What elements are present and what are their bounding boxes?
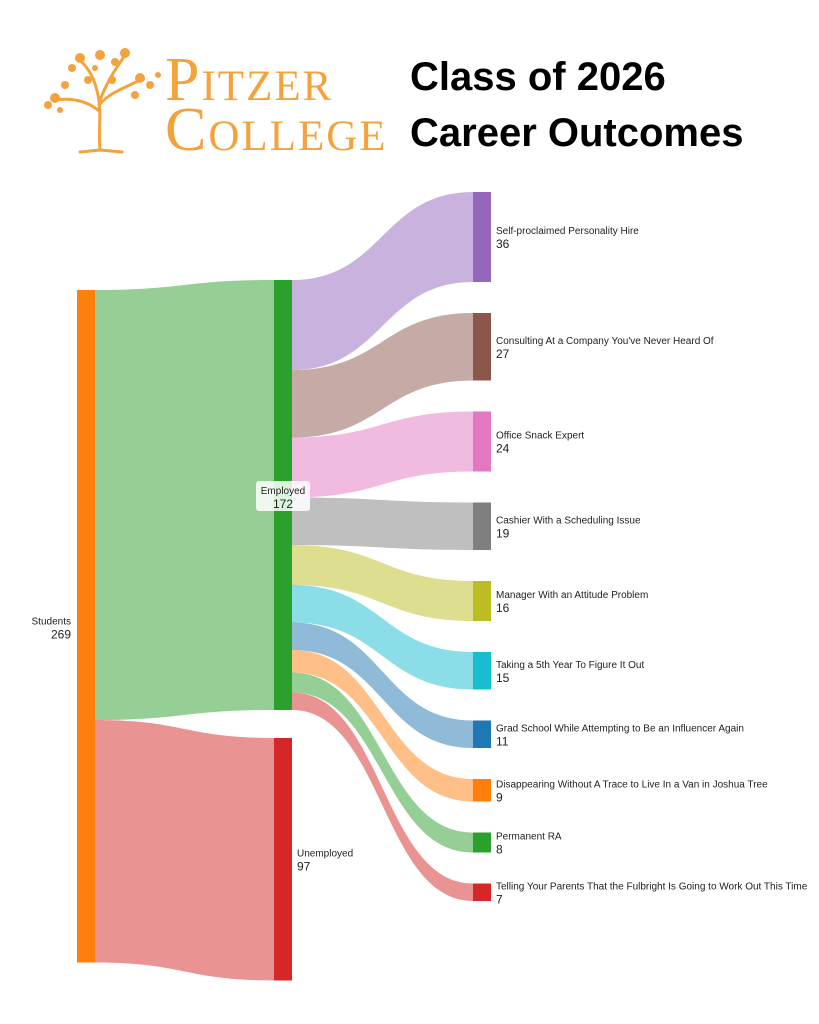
node-value: 7 <box>496 892 503 906</box>
node-value: 16 <box>496 601 510 615</box>
node-label: Unemployed <box>297 848 353 859</box>
node-label: Manager With an Attitude Problem <box>496 590 648 601</box>
node-label: Consulting At a Company You've Never Hea… <box>496 336 714 347</box>
node-label: Permanent RA <box>496 832 562 843</box>
node <box>473 192 491 282</box>
node-label: Self-proclaimed Personality Hire <box>496 226 639 237</box>
link <box>292 692 473 901</box>
label-box <box>256 481 310 511</box>
node-value: 8 <box>496 843 503 857</box>
node-label: Employed <box>261 486 305 497</box>
link <box>292 411 473 498</box>
node-value: 27 <box>496 347 510 361</box>
link <box>292 192 473 370</box>
chart-title: Career Outcomes <box>410 111 743 155</box>
node <box>473 779 491 802</box>
link <box>95 720 274 981</box>
node <box>473 502 491 550</box>
link <box>292 497 473 550</box>
node-label: Students <box>32 616 71 627</box>
node-value: 269 <box>51 627 71 641</box>
node <box>473 720 491 748</box>
node <box>473 313 491 381</box>
node-value: 19 <box>496 526 510 540</box>
node-value: 9 <box>496 790 503 804</box>
node-value: 36 <box>496 237 510 251</box>
node <box>473 832 491 853</box>
node <box>274 738 292 981</box>
chart-title: Class of 2026 <box>410 55 666 99</box>
node <box>473 883 491 901</box>
node-label: Grad School While Attempting to Be an In… <box>496 723 744 734</box>
node-value: 24 <box>496 442 510 456</box>
link <box>292 622 473 748</box>
node-label: Taking a 5th Year To Figure It Out <box>496 660 644 671</box>
links <box>95 192 473 981</box>
node-value: 172 <box>273 497 293 511</box>
node-value: 11 <box>496 734 509 748</box>
node-label: Disappearing Without A Trace to Live In … <box>496 779 768 790</box>
link <box>292 313 473 438</box>
node <box>77 290 95 963</box>
nodes: Students269Employed172Unemployed97Self-p… <box>32 192 808 981</box>
logo-text: College <box>165 96 388 164</box>
link <box>292 585 473 690</box>
link <box>292 672 473 853</box>
node <box>473 411 491 472</box>
node-value: 15 <box>496 671 510 685</box>
node <box>473 581 491 621</box>
link <box>292 545 473 621</box>
node-label: Telling Your Parents That the Fulbright … <box>496 881 808 892</box>
logo-text: Pitzer <box>165 46 333 114</box>
node-label: Cashier With a Scheduling Issue <box>496 515 641 526</box>
link <box>95 280 274 720</box>
node <box>473 652 491 690</box>
node-label: Office Snack Expert <box>496 431 584 442</box>
logo-tree <box>44 48 161 154</box>
link <box>292 650 473 802</box>
node-value: 97 <box>297 859 311 873</box>
